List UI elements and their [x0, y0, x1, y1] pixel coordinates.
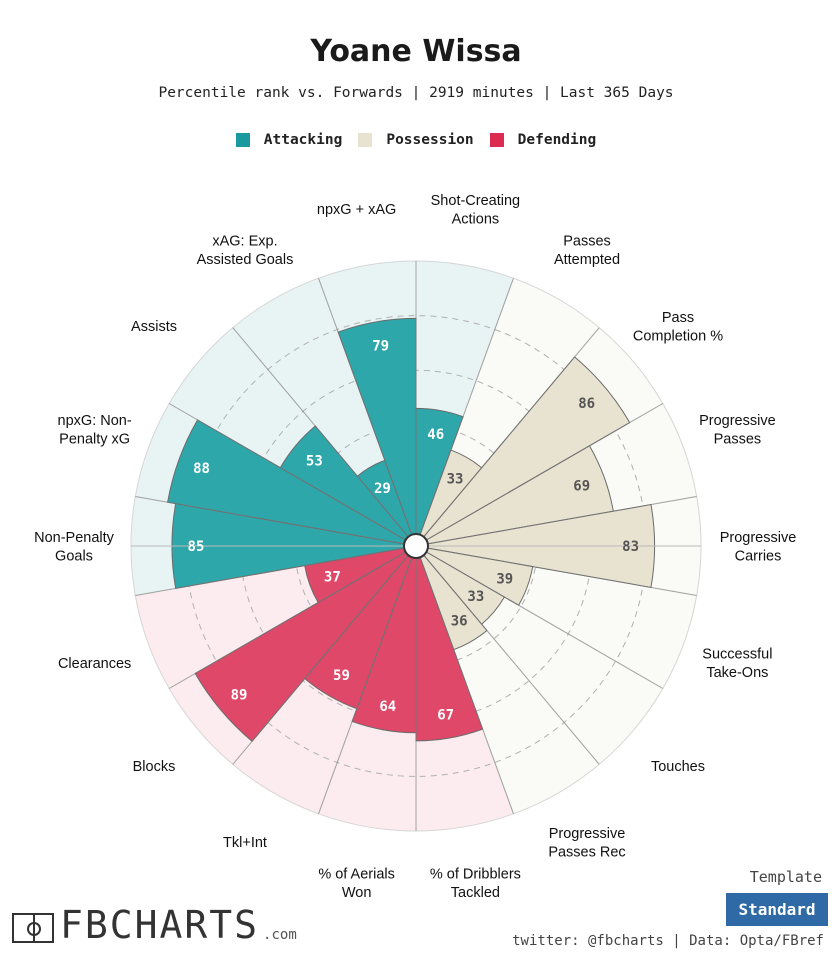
value-label-passes-attempted: 33 — [447, 471, 464, 487]
pitch-icon — [12, 913, 54, 943]
value-label-touches: 33 — [467, 589, 484, 605]
category-label-clearances: Clearances — [58, 656, 131, 672]
spoke — [426, 551, 664, 689]
value-label-tkl-int: 59 — [333, 668, 350, 684]
spoke — [135, 547, 405, 596]
spoke — [423, 327, 600, 538]
logo-text: FBCHARTS — [60, 903, 260, 947]
value-label-progressive-carries: 83 — [622, 539, 639, 555]
category-label-tkl-int: Tkl+Int — [223, 835, 267, 851]
legend-item-attacking: Attacking — [235, 132, 343, 148]
logo-suffix: .com — [263, 927, 297, 943]
spoke — [318, 557, 413, 814]
chart-title: Yoane Wissa — [310, 34, 522, 69]
category-label-pass-completion: Pass Completion % — [633, 310, 723, 345]
legend-label-defending: Defending — [517, 132, 597, 148]
value-label-xag-exp-assisted-goals: 29 — [374, 481, 391, 497]
value-label-progressive-passes-rec: 36 — [451, 614, 468, 630]
category-label-progressive-carries: Progressive Carries — [720, 530, 797, 565]
category-label-of-aerials-won: % of Aerials Won — [318, 867, 395, 902]
legend-swatch-defending — [489, 133, 504, 147]
spoke — [427, 547, 697, 596]
value-label-blocks: 89 — [231, 687, 248, 703]
template-standard-button[interactable]: Standard — [726, 893, 828, 926]
category-label-progressive-passes-rec: Progressive Passes Rec — [548, 826, 625, 861]
legend-item-defending: Defending — [489, 132, 597, 148]
value-label-assists: 53 — [306, 454, 323, 470]
value-label-of-dribblers-tackled: 67 — [437, 707, 454, 723]
category-label-progressive-passes: Progressive Passes — [699, 413, 776, 448]
category-label-assists: Assists — [131, 319, 177, 335]
spoke — [426, 403, 664, 541]
value-label-successful-take-ons: 39 — [496, 571, 513, 587]
spoke — [318, 278, 413, 535]
value-label-non-penalty-goals: 85 — [188, 539, 205, 555]
fbcharts-logo: FBCHARTS .com — [12, 903, 297, 947]
value-label-shot-creating-actions: 46 — [427, 427, 444, 443]
spoke — [232, 327, 409, 538]
spoke — [419, 557, 514, 814]
spoke — [427, 496, 697, 545]
spoke — [423, 554, 600, 765]
value-label-clearances: 37 — [324, 569, 341, 585]
value-label-npxg-non-penalty-xg: 88 — [193, 461, 210, 477]
spoke — [168, 403, 406, 541]
legend-label-possession: Possession — [386, 132, 474, 148]
center-hub — [403, 533, 429, 559]
spoke — [232, 554, 409, 765]
category-label-npxg-xag: npxG + xAG — [317, 202, 396, 218]
value-label-of-aerials-won: 64 — [379, 699, 396, 715]
footer-credits: twitter: @fbcharts | Data: Opta/FBref — [512, 933, 824, 949]
category-label-non-penalty-goals: Non-Penalty Goals — [34, 530, 115, 565]
legend-swatch-attacking — [235, 133, 250, 147]
value-label-npxg-xag: 79 — [372, 338, 389, 354]
category-label-successful-take-ons: Successful Take-Ons — [702, 647, 772, 682]
spoke — [135, 496, 405, 545]
value-label-pass-completion: 86 — [578, 396, 595, 412]
category-label-npxg-non-penalty-xg: npxG: Non-Penalty xG — [58, 413, 132, 448]
category-label-passes-attempted: Passes Attempted — [554, 234, 620, 269]
category-label-shot-creating-actions: Shot-Creating Actions — [431, 193, 520, 228]
legend-item-possession: Possession — [358, 132, 474, 148]
category-label-xag-exp-assisted-goals: xAG: Exp. Assisted Goals — [197, 234, 294, 269]
category-label-touches: Touches — [651, 759, 705, 775]
category-label-of-dribblers-tackled: % of Dribblers Tackled — [430, 867, 521, 902]
spoke — [168, 551, 406, 689]
chart-subtitle: Percentile rank vs. Forwards | 2919 minu… — [158, 85, 674, 101]
legend: Attacking Possession Defending — [0, 132, 832, 148]
template-label: Template — [749, 868, 822, 886]
spoke — [419, 278, 514, 535]
value-label-progressive-passes: 69 — [573, 479, 590, 495]
legend-label-attacking: Attacking — [263, 132, 343, 148]
legend-swatch-possession — [358, 133, 373, 147]
category-label-blocks: Blocks — [133, 759, 176, 775]
